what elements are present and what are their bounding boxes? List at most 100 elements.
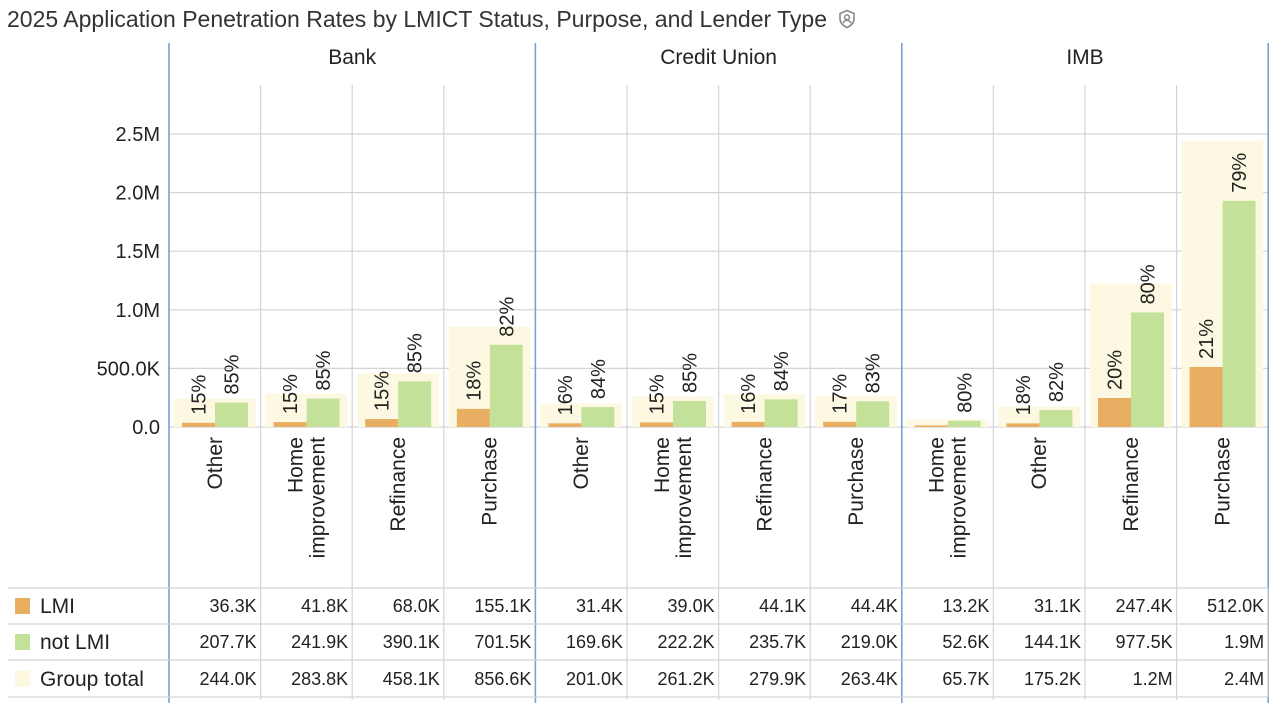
table-cell: 65.7K — [942, 669, 989, 689]
pct-label-lmi: 18% — [1013, 375, 1035, 415]
table-cell: 36.3K — [210, 596, 257, 616]
category-label: Refinance — [753, 437, 776, 532]
table-cell: 144.1K — [1024, 632, 1081, 652]
bar-not-lmi — [1222, 200, 1256, 427]
category-label: improvement — [306, 437, 329, 559]
table-cell: 977.5K — [1116, 632, 1173, 652]
pct-label-lmi: 18% — [463, 361, 485, 401]
pct-label-lmi: 20% — [1105, 350, 1127, 390]
category-label: improvement — [673, 437, 696, 559]
bar-lmi — [1189, 366, 1223, 427]
pct-label-not-lmi: 85% — [405, 333, 427, 373]
table-cell: 39.0K — [668, 596, 715, 616]
table-cell: 247.4K — [1116, 596, 1173, 616]
category-label: improvement — [948, 437, 971, 559]
table-cell: 2.4M — [1224, 669, 1264, 689]
pct-label-not-lmi: 84% — [771, 351, 793, 391]
y-tick-label: 2.5M — [116, 124, 160, 146]
bar-not-lmi — [581, 407, 615, 427]
bar-lmi — [182, 422, 215, 427]
category-label: Purchase — [1211, 437, 1234, 526]
pct-label-not-lmi: 80% — [1138, 264, 1160, 304]
bar-not-lmi — [1039, 410, 1073, 427]
category-label: Other — [570, 437, 593, 490]
bar-lmi — [365, 419, 399, 427]
bar-not-lmi — [1131, 312, 1164, 427]
chart-title: 2025 Application Penetration Rates by LM… — [7, 5, 828, 32]
chart-title-row: 2025 Application Penetration Rates by LM… — [7, 4, 857, 34]
table-cell: 219.0K — [841, 632, 898, 652]
table-cell: 1.9M — [1224, 632, 1264, 652]
y-tick-label: 0.0 — [132, 417, 160, 439]
bar-not-lmi — [489, 344, 523, 427]
category-label: Home — [284, 437, 307, 493]
pct-label-lmi: 16% — [738, 374, 760, 414]
category-label: Home — [926, 437, 949, 493]
table-cell: 52.6K — [942, 632, 989, 652]
table-cell: 169.6K — [566, 632, 623, 652]
pct-label-not-lmi: 84% — [588, 359, 610, 399]
category-label: Other — [1028, 437, 1051, 490]
category-label: Refinance — [387, 437, 410, 532]
legend-swatch — [15, 671, 30, 687]
category-label: Home — [651, 437, 674, 493]
table-cell: 283.8K — [291, 669, 348, 689]
legend-swatch — [15, 598, 30, 614]
table-cell: 222.2K — [658, 632, 715, 652]
category-label: Purchase — [845, 437, 868, 526]
bar-not-lmi — [673, 400, 706, 427]
pct-label-not-lmi: 83% — [863, 353, 885, 393]
table-cell: 458.1K — [383, 669, 440, 689]
bar-not-lmi — [947, 420, 981, 427]
bar-not-lmi — [764, 399, 798, 427]
pct-label-lmi: 15% — [372, 371, 394, 411]
pct-label-lmi: 21% — [1196, 319, 1218, 359]
table-cell: 241.9K — [291, 632, 348, 652]
pct-label-not-lmi: 85% — [222, 354, 244, 394]
pct-label-lmi: 15% — [189, 374, 211, 414]
table-cell: 390.1K — [383, 632, 440, 652]
legend-label: Group total — [40, 668, 144, 691]
group-header: Credit Union — [660, 46, 777, 69]
table-cell: 1.2M — [1133, 669, 1173, 689]
pct-label-lmi: 16% — [555, 375, 577, 415]
table-cell: 235.7K — [749, 632, 806, 652]
category-label: Refinance — [1120, 437, 1143, 532]
bar-lmi — [273, 422, 307, 427]
legend-label: LMI — [40, 595, 75, 618]
table-cell: 175.2K — [1024, 669, 1081, 689]
category-label: Other — [204, 437, 227, 490]
y-tick-label: 1.0M — [116, 300, 160, 322]
table-cell: 856.6K — [474, 669, 531, 689]
pct-label-not-lmi: 85% — [313, 350, 335, 390]
pct-label-lmi: 17% — [830, 374, 852, 414]
table-cell: 44.1K — [759, 596, 806, 616]
table-cell: 263.4K — [841, 669, 898, 689]
pct-label-lmi: 15% — [280, 374, 302, 414]
bar-lmi — [456, 408, 490, 427]
legend-label: not LMI — [40, 631, 110, 654]
table-cell: 701.5K — [474, 632, 531, 652]
y-tick-label: 2.0M — [116, 183, 160, 205]
table-cell: 244.0K — [200, 669, 257, 689]
table-cell: 31.1K — [1034, 596, 1081, 616]
bar-not-lmi — [398, 381, 432, 427]
bar-lmi — [548, 423, 582, 427]
shield-person-icon[interactable] — [837, 9, 857, 29]
table-cell: 279.9K — [749, 669, 806, 689]
legend-swatch — [15, 634, 30, 650]
bar-lmi — [1098, 398, 1131, 427]
bar-not-lmi — [306, 398, 340, 427]
table-cell: 201.0K — [566, 669, 623, 689]
table-cell: 68.0K — [393, 596, 440, 616]
pct-label-not-lmi: 80% — [954, 373, 976, 413]
bar-not-lmi — [215, 402, 248, 427]
category-label: Purchase — [479, 437, 502, 526]
bar-lmi — [823, 421, 857, 427]
table-cell: 13.2K — [942, 596, 989, 616]
bar-lmi — [640, 422, 673, 427]
table-cell: 31.4K — [576, 596, 623, 616]
pct-label-not-lmi: 82% — [496, 297, 518, 337]
y-tick-label: 1.5M — [116, 241, 160, 263]
